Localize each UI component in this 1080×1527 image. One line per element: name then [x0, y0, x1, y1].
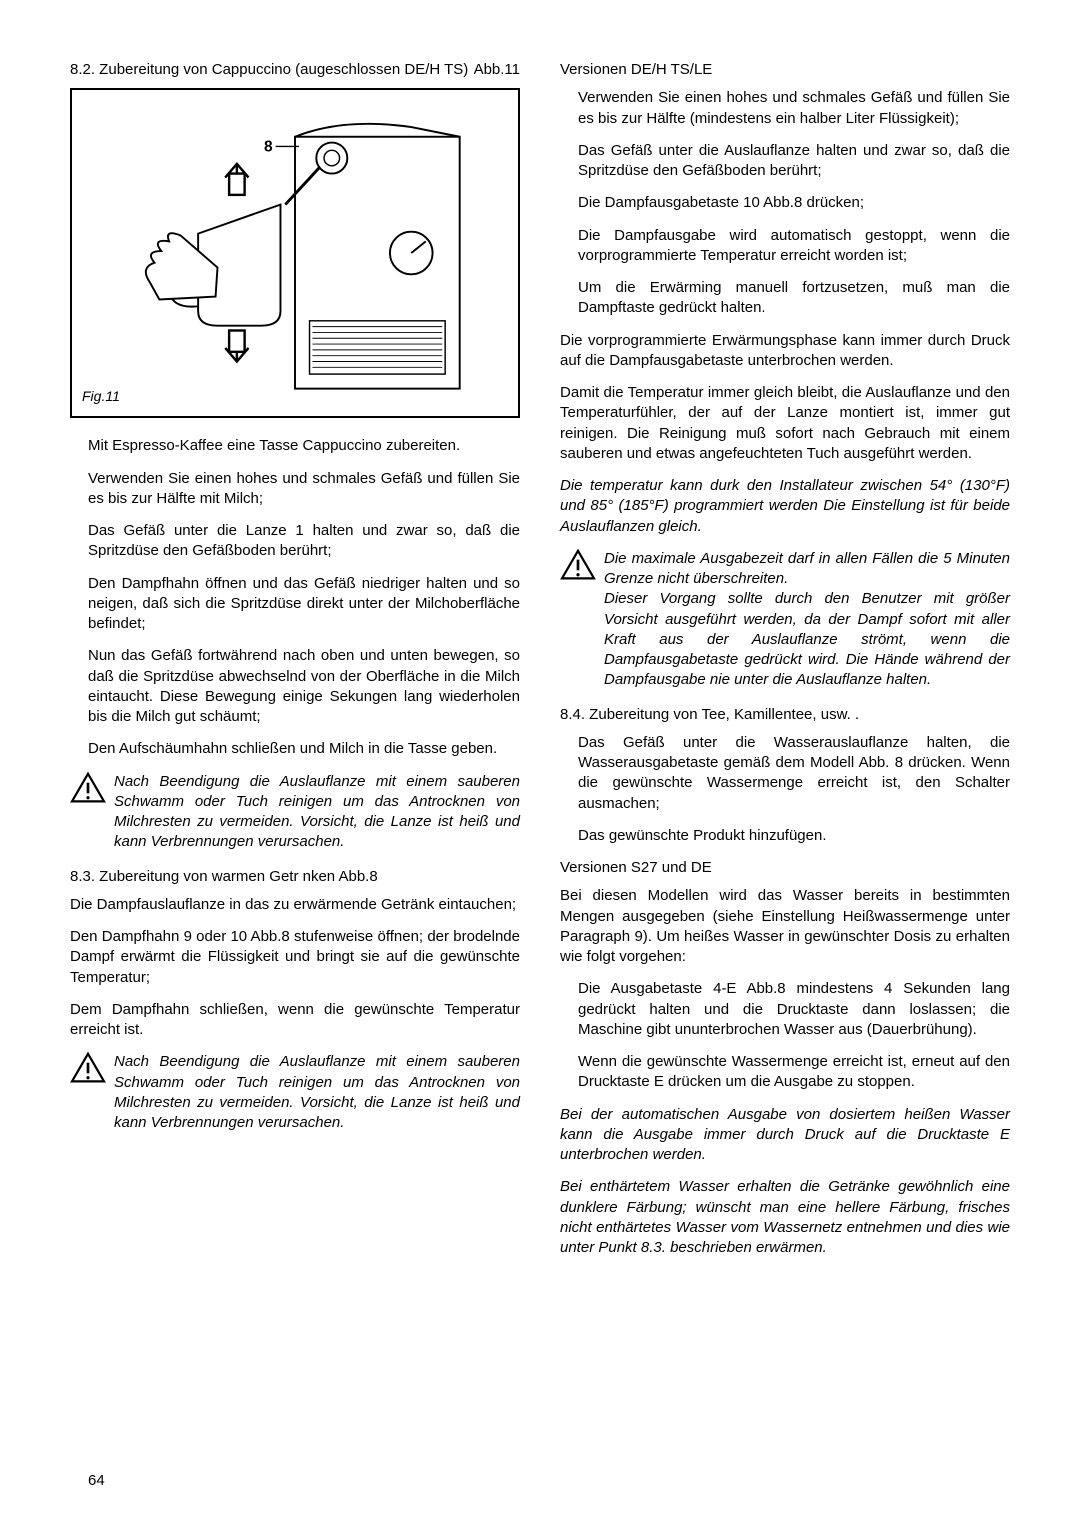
- section-8-2-title: 8.2. Zubereitung von Cappuccino (augesch…: [70, 60, 520, 80]
- para-r15: Bei enthärtetem Wasser erhalten die Getr…: [560, 1177, 1010, 1258]
- para-l7: Die Dampfauslauflanze in das zu erwärmen…: [70, 895, 520, 915]
- para-r7: Damit die Temperatur immer gleich bleibt…: [560, 383, 1010, 464]
- para-r14: Bei der automatischen Ausgabe von dosier…: [560, 1105, 1010, 1166]
- right-column: Versionen DE/H TS/LE Verwenden Sie einen…: [560, 60, 1010, 1460]
- para-r4: Die Dampfausgabe wird automatisch gestop…: [578, 226, 1010, 267]
- left-column: 8.2. Zubereitung von Cappuccino (augesch…: [70, 60, 520, 1460]
- warning-3-text: Die maximale Ausgabezeit darf in allen F…: [604, 549, 1010, 691]
- figure-label: Fig.11: [82, 387, 120, 406]
- para-r1: Verwenden Sie einen hohes und schmales G…: [578, 88, 1010, 129]
- para-r11: Bei diesen Modellen wird das Wasser bere…: [560, 886, 1010, 967]
- warning-1-text: Nach Beendigung die Auslauflanze mit ein…: [114, 772, 520, 853]
- page-number: 64: [88, 1471, 105, 1491]
- versions-title: Versionen DE/H TS/LE: [560, 60, 1010, 80]
- warning-1: Nach Beendigung die Auslauflanze mit ein…: [70, 772, 520, 853]
- warning-2-text: Nach Beendigung die Auslauflanze mit ein…: [114, 1052, 520, 1133]
- section-8-3-title: 8.3. Zubereitung von warmen Getr nken Ab…: [70, 867, 520, 887]
- para-r13: Wenn die gewünschte Wassermenge erreicht…: [578, 1052, 1010, 1093]
- figure-11: 8 Fig.11: [70, 88, 520, 418]
- warning-icon: [560, 549, 596, 581]
- para-r8: Die temperatur kann durk den Installateu…: [560, 476, 1010, 537]
- warning-icon: [70, 772, 106, 804]
- para-l9: Dem Dampfhahn schließen, wenn die gewüns…: [70, 1000, 520, 1041]
- section-8-2-figref: Abb.11: [474, 60, 520, 80]
- para-l8: Den Dampfhahn 9 oder 10 Abb.8 stufenweis…: [70, 927, 520, 988]
- para-l4: Den Dampfhahn öffnen und das Gefäß niedr…: [88, 574, 520, 635]
- para-r9: Das Gefäß unter die Wasserauslauflanze h…: [578, 733, 1010, 814]
- para-r10: Das gewünschte Produkt hinzufügen.: [578, 826, 1010, 846]
- para-l5: Nun das Gefäß fortwährend nach oben und …: [88, 646, 520, 727]
- section-8-2-text: 8.2. Zubereitung von Cappuccino (augesch…: [70, 60, 468, 80]
- warning-2: Nach Beendigung die Auslauflanze mit ein…: [70, 1052, 520, 1133]
- para-r6: Die vorprogrammierte Erwärmungsphase kan…: [560, 331, 1010, 372]
- para-r3: Die Dampfausgabetaste 10 Abb.8 drücken;: [578, 193, 1010, 213]
- callout-8: 8: [264, 139, 273, 156]
- versions2-title: Versionen S27 und DE: [560, 858, 1010, 878]
- section-8-4-title: 8.4. Zubereitung von Tee, Kamillentee, u…: [560, 705, 1010, 725]
- para-r12: Die Ausgabetaste 4-E Abb.8 mindestens 4 …: [578, 979, 1010, 1040]
- para-l2: Verwenden Sie einen hohes und schmales G…: [88, 469, 520, 510]
- para-l3: Das Gefäß unter die Lanze 1 halten und z…: [88, 521, 520, 562]
- para-r5: Um die Erwärming manuell fortzusetzen, m…: [578, 278, 1010, 319]
- para-r2: Das Gefäß unter die Auslauflanze halten …: [578, 141, 1010, 182]
- para-l6: Den Aufschäumhahn schließen und Milch in…: [88, 739, 520, 759]
- warning-3: Die maximale Ausgabezeit darf in allen F…: [560, 549, 1010, 691]
- para-l1: Mit Espresso-Kaffee eine Tasse Cappuccin…: [88, 436, 520, 456]
- warning-icon: [70, 1052, 106, 1084]
- coffee-machine-illustration: 8: [80, 98, 510, 408]
